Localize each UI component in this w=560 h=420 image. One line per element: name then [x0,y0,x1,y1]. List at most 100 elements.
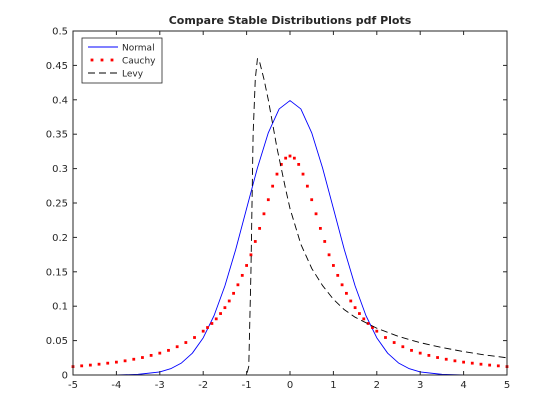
point-cauchy [271,184,275,188]
series-levy-line [73,58,508,376]
point-cauchy [496,364,500,368]
point-cauchy [384,336,387,339]
point-cauchy [279,163,283,166]
point-cauchy [149,353,153,357]
y-tick-label: 0 [62,371,68,382]
point-cauchy [371,326,374,329]
point-cauchy [444,357,448,361]
point-cauchy [106,361,110,365]
point-cauchy [318,226,322,230]
series-layer [71,58,509,376]
legend-swatch-cauchy [100,58,104,62]
legend-label-levy: Levy [122,70,144,80]
point-cauchy [115,360,118,364]
legend-swatch-cauchy [110,58,114,62]
point-cauchy [453,359,457,363]
point-cauchy [401,345,405,349]
x-tick-label: -4 [111,380,121,391]
y-tick-label: 0.05 [46,336,68,347]
point-cauchy [258,226,262,230]
x-tick-label: 4 [460,380,466,391]
x-tick-label: 0 [287,380,293,391]
y-tick-label: 0.25 [46,199,68,210]
point-cauchy [358,312,361,315]
point-cauchy [97,362,101,366]
point-cauchy [340,283,344,287]
point-cauchy [206,326,209,329]
point-cauchy [292,156,296,160]
x-tick-label: -5 [68,380,78,391]
point-cauchy [288,154,292,158]
point-cauchy [427,353,431,357]
point-cauchy [253,240,257,243]
chart-title: Compare Stable Distributions pdf Plots [169,14,412,27]
legend: Normal Cauchy Levy [81,37,163,84]
point-cauchy [305,184,309,188]
point-cauchy [332,264,335,267]
point-cauchy [141,356,144,359]
point-cauchy [227,299,231,303]
point-cauchy [266,198,270,202]
y-tick-label: 0.45 [46,61,68,72]
point-cauchy [310,198,314,202]
y-tick-label: 0.2 [52,233,68,244]
point-cauchy [245,264,248,267]
point-cauchy [158,351,162,355]
x-tick-label: -3 [155,380,165,391]
point-cauchy [275,172,279,176]
y-tick-label: 0.35 [46,130,68,141]
point-cauchy [353,306,357,310]
series-normal-line [72,100,508,376]
point-cauchy [284,156,288,160]
series-cauchy [71,154,509,369]
point-cauchy [470,361,474,365]
point-cauchy [297,163,301,166]
point-cauchy [240,273,244,277]
y-tick-label: 0.4 [52,95,68,106]
point-cauchy [410,348,413,352]
point-cauchy [223,306,227,310]
point-cauchy [488,363,492,367]
point-cauchy [345,291,348,295]
x-tick-label: 2 [374,380,380,391]
x-tick-label: -2 [198,380,208,391]
x-tick-label: 1 [330,380,336,391]
point-cauchy [249,253,253,257]
legend-swatch-cauchy [90,58,94,62]
point-cauchy [418,351,422,355]
point-cauchy [314,212,318,216]
point-cauchy [219,312,222,315]
point-cauchy [167,348,170,352]
point-cauchy [436,356,439,359]
point-cauchy [327,253,331,257]
x-tick-label: 5 [504,380,510,391]
point-cauchy [232,291,235,295]
point-cauchy [366,322,370,325]
point-cauchy [336,273,340,277]
legend-box [81,37,163,84]
point-cauchy [201,329,205,333]
y-tick-label: 0.5 [52,27,68,38]
point-cauchy [175,345,179,349]
point-cauchy [375,329,379,333]
point-cauchy [262,212,266,216]
point-cauchy [349,299,353,303]
point-cauchy [193,336,196,339]
point-cauchy [88,363,92,367]
y-axis: 0 0.05 0.1 0.15 0.2 0.25 0.3 0.35 0.4 0.45 0.5 [46,27,507,382]
point-cauchy [392,341,396,344]
point-cauchy [132,357,136,361]
point-cauchy [184,341,188,344]
point-cauchy [123,359,127,363]
point-cauchy [462,360,465,364]
point-cauchy [210,322,214,325]
x-tick-label: 3 [417,380,423,391]
y-tick-label: 0.3 [52,164,68,175]
point-cauchy [323,240,327,243]
point-cauchy [80,364,84,368]
point-cauchy [301,172,305,176]
x-tick-label: -1 [242,380,252,391]
plot-area [73,31,507,375]
point-cauchy [214,317,218,321]
